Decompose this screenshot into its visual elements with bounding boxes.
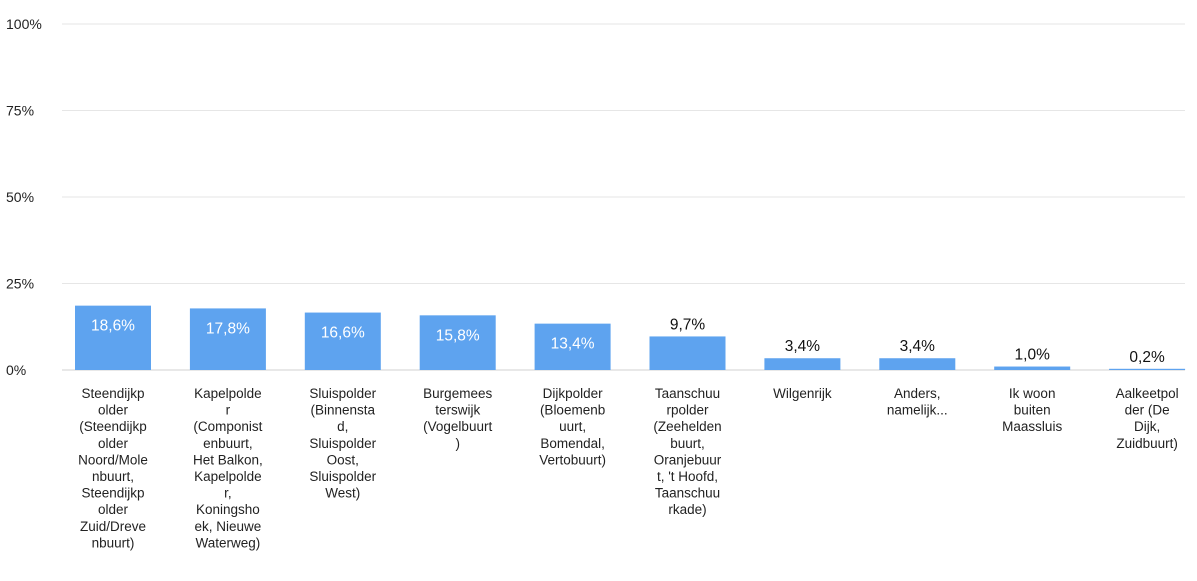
category-label-line: (Componist [193, 419, 262, 434]
category-label-line: Maassluis [1002, 419, 1062, 434]
category-label: Burgemees terswijk (Vogelbuurt) [423, 386, 492, 451]
category-label-line: Dijk, [1134, 419, 1160, 434]
category-label-line: Steendijkp [81, 386, 144, 401]
category-label: Steendijkp older (Steendijkp older Noord/Mol… [78, 386, 148, 550]
bar [75, 305, 151, 370]
category-label-line: nbuurt, [92, 469, 134, 484]
category-label-line: Het Balkon, [193, 452, 263, 467]
category-label-line: older [98, 436, 129, 451]
category-label-line: Taanschuu [655, 486, 720, 501]
data-label: 3,4% [900, 338, 936, 355]
bar [189, 308, 266, 370]
data-label: 15,8% [436, 327, 480, 344]
category-label-line: r [226, 403, 231, 418]
category-label-line: Kapelpolde [194, 386, 262, 401]
bar [1109, 368, 1186, 370]
category-label-line: ek, Nieuwe [195, 519, 262, 534]
bars [75, 305, 1186, 370]
data-label: 3,4% [785, 338, 821, 355]
category-label-line: older [98, 403, 129, 418]
category-label-line: terswijk [435, 403, 480, 418]
category-label-line: rpolder [666, 403, 709, 418]
category-label-line: (Steendijkp [79, 419, 147, 434]
category-label-line: West) [325, 486, 360, 501]
data-label: 9,7% [670, 316, 706, 333]
category-label: Ik woon buiten Maassluis [1002, 386, 1062, 434]
bar [649, 336, 726, 370]
bar [994, 366, 1071, 370]
bar [304, 312, 381, 370]
category-label-line: Vertobuurt) [539, 452, 606, 467]
y-axis-tick-labels: 0% 25% 50% 75% 100% [6, 16, 42, 378]
category-label-line: nbuurt) [92, 535, 135, 550]
category-label-line: Zuidbuurt) [1116, 436, 1178, 451]
category-label: Dijkpolder (Bloemenb uurt, Bomendal, Vertobu… [539, 386, 606, 467]
category-label-line: buiten [1014, 403, 1051, 418]
y-tick-label: 100% [6, 16, 42, 32]
category-label-line: rkade) [668, 502, 706, 517]
category-label-line: namelijk... [887, 403, 948, 418]
bar [534, 323, 611, 370]
category-label-line: Aalkeetpol [1116, 386, 1179, 401]
y-tick-label: 75% [6, 103, 34, 119]
data-label: 0,2% [1129, 349, 1165, 366]
category-label-line: Oost, [327, 452, 359, 467]
category-label-line: Kapelpolde [194, 469, 262, 484]
y-tick-label: 50% [6, 189, 34, 205]
category-label: Wilgenrijk [773, 386, 832, 401]
category-label-line: Dijkpolder [543, 386, 604, 401]
category-labels: Steendijkp older (Steendijkp older Noord/Mol… [78, 386, 1179, 550]
category-label-line: r, [224, 486, 232, 501]
data-label: 1,0% [1015, 347, 1051, 364]
category-label-line: Anders, [894, 386, 941, 401]
category-label-line: Zuid/Dreve [80, 519, 146, 534]
category-label-line: older [98, 502, 129, 517]
category-label-line: Sluispolder [309, 469, 376, 484]
category-label: Anders, namelijk... [887, 386, 948, 418]
y-tick-label: 25% [6, 276, 34, 292]
category-label-line: (Zeehelden [653, 419, 721, 434]
category-label-line: buurt, [670, 436, 705, 451]
category-label-line: Burgemees [423, 386, 492, 401]
category-label-line: Taanschuu [655, 386, 720, 401]
category-label-line: Sluispolder [309, 386, 376, 401]
category-label-line: Bomendal, [540, 436, 605, 451]
category-label-line: Sluispolder [309, 436, 376, 451]
category-label-line: Koningsho [196, 502, 260, 517]
category-label-line: (Binnensta [311, 403, 376, 418]
data-label: 16,6% [321, 325, 365, 342]
category-label-line: Noord/Mole [78, 452, 148, 467]
category-label-line: Oranjebuur [654, 452, 722, 467]
category-label-line: Wilgenrijk [773, 386, 832, 401]
data-label: 18,6% [91, 318, 135, 335]
category-label-line: d, [337, 419, 348, 434]
category-label-line: Waterweg) [196, 535, 261, 550]
category-label-line: der (De [1125, 403, 1170, 418]
data-label: 17,8% [206, 320, 250, 337]
bar [879, 358, 956, 370]
category-label-line: Ik woon [1009, 386, 1056, 401]
category-label: Kapelpolde r (Componist enbuurt, Het Balkon,… [193, 386, 263, 550]
category-label-line: ) [455, 436, 460, 451]
category-label-line: Steendijkp [81, 486, 144, 501]
category-label: Aalkeetpol der (De Dijk, Zuidbuurt) [1116, 386, 1179, 451]
category-label-line: uurt, [559, 419, 586, 434]
bar [419, 315, 496, 370]
bar [764, 358, 841, 370]
category-label-line: (Bloemenb [540, 403, 605, 418]
category-label-line: enbuurt, [203, 436, 253, 451]
data-label: 13,4% [551, 336, 595, 353]
category-label-line: (Vogelbuurt [423, 419, 492, 434]
category-label: Taanschuu rpolder (Zeehelden buurt, Oranjebu… [653, 386, 721, 517]
category-label: Sluispolder (Binnensta d, Sluispolder Oost, S… [309, 386, 376, 501]
category-label-line: t, 't Hoofd, [657, 469, 718, 484]
data-labels: 18,6% 17,8% 16,6% 15,8% 13,4% 9,7% 3,4% 3,4% 1,0… [91, 316, 1165, 365]
y-tick-label: 0% [6, 362, 26, 378]
